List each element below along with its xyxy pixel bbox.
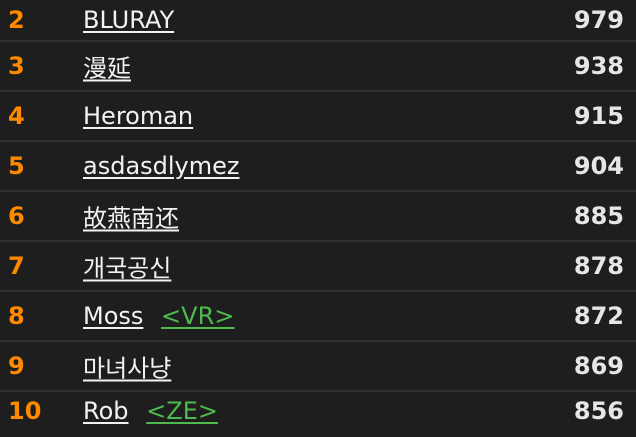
leaderboard-row: 7 개국공신 878: [0, 242, 636, 292]
clan-tag-link[interactable]: <VR>: [161, 302, 235, 330]
score-value: 872: [573, 302, 624, 330]
score-value: 915: [573, 102, 624, 130]
player-cell: 마녀사냥: [83, 349, 171, 384]
score-value: 938: [573, 52, 624, 80]
player-cell: BLURAY: [83, 6, 174, 34]
player-cell: 개국공신: [83, 249, 171, 284]
leaderboard-row: 6 故燕南还 885: [0, 192, 636, 242]
leaderboard-row: 4 Heroman 915: [0, 92, 636, 142]
leaderboard-row: 3 漫延 938: [0, 42, 636, 92]
rank-number: 5: [8, 152, 25, 180]
leaderboard-row: 9 마녀사냥 869: [0, 342, 636, 392]
player-name-link[interactable]: asdasdlymez: [83, 152, 240, 180]
player-name-link[interactable]: Rob: [83, 396, 129, 425]
leaderboard-row: 2 BLURAY 979: [0, 0, 636, 42]
leaderboard-row: 8 Moss <VR> 872: [0, 292, 636, 342]
score-value: 869: [573, 352, 624, 380]
score-value: 979: [573, 6, 624, 34]
rank-number: 2: [8, 6, 25, 34]
player-cell: Moss <VR>: [83, 302, 234, 330]
rank-number: 3: [8, 52, 25, 80]
rank-number: 9: [8, 352, 25, 380]
player-cell: Heroman: [83, 102, 193, 130]
player-name-link[interactable]: Heroman: [83, 102, 194, 130]
rank-number: 10: [8, 396, 42, 425]
leaderboard-row: 5 asdasdlymez 904: [0, 142, 636, 192]
player-name-link[interactable]: 故燕南还: [83, 204, 179, 233]
player-cell: Rob <ZE>: [83, 397, 218, 425]
score-value: 878: [573, 252, 624, 280]
player-cell: 漫延: [83, 49, 131, 84]
player-cell: asdasdlymez: [83, 152, 240, 180]
score-value: 904: [573, 152, 624, 180]
player-name-link[interactable]: Moss: [83, 302, 144, 330]
rank-number: 7: [8, 252, 25, 280]
leaderboard-row: 10 Rob <ZE> 856: [0, 392, 636, 429]
rank-number: 4: [8, 102, 25, 130]
player-name-link[interactable]: 마녀사냥: [83, 354, 172, 383]
score-value: 856: [573, 396, 624, 425]
rank-number: 6: [8, 202, 25, 230]
player-name-link[interactable]: 개국공신: [83, 254, 172, 283]
clan-tag-link[interactable]: <ZE>: [146, 396, 218, 425]
player-name-link[interactable]: 漫延: [83, 54, 131, 83]
rank-number: 8: [8, 302, 25, 330]
player-cell: 故燕南还: [83, 199, 179, 234]
player-name-link[interactable]: BLURAY: [83, 6, 175, 34]
score-value: 885: [573, 202, 624, 230]
